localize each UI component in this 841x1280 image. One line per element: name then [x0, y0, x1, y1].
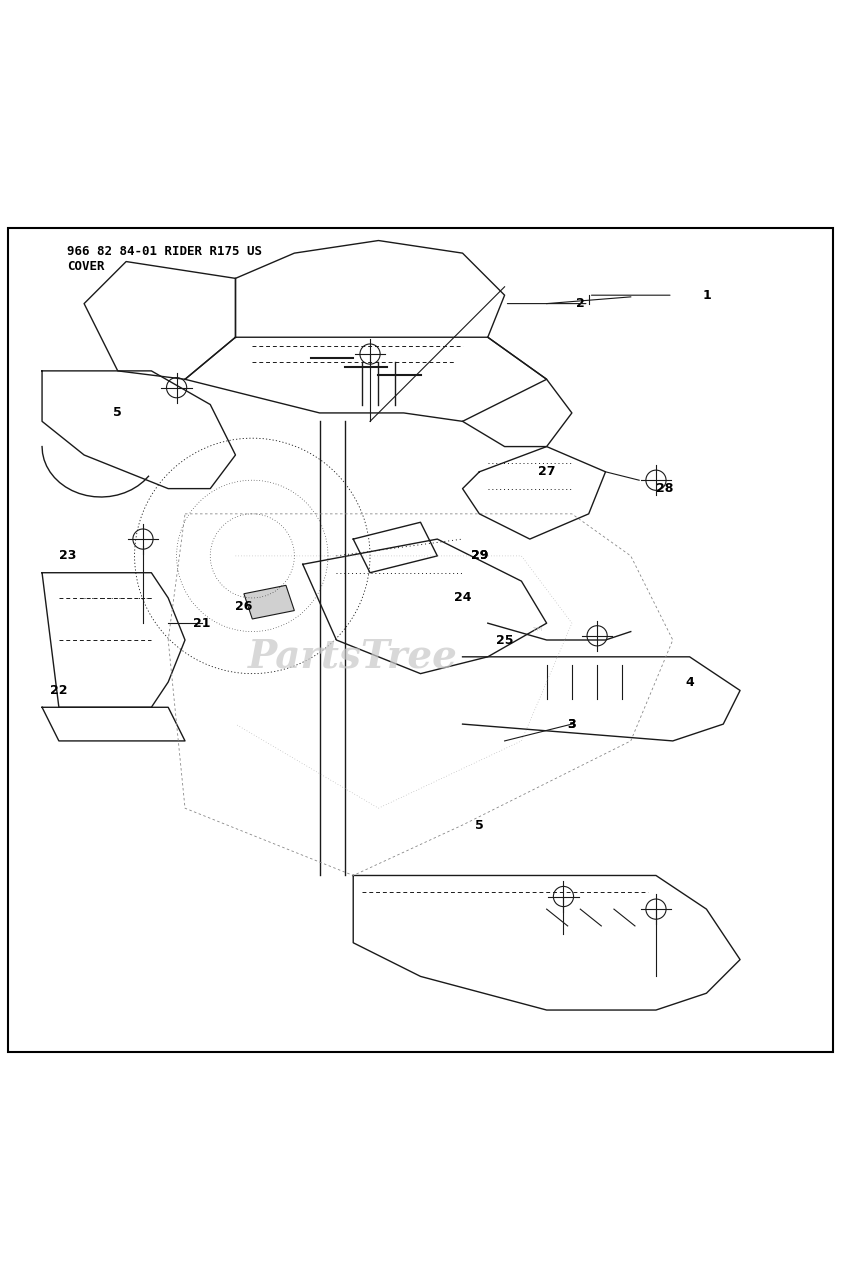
Text: 25: 25 [496, 634, 513, 646]
Text: 24: 24 [454, 591, 471, 604]
Text: 29: 29 [471, 549, 488, 562]
Text: 29: 29 [471, 549, 488, 562]
Text: 966 82 84-01 RIDER R175 US
COVER: 966 82 84-01 RIDER R175 US COVER [67, 244, 262, 273]
Text: PartsTree: PartsTree [248, 637, 458, 676]
Text: 5: 5 [114, 407, 122, 420]
Text: 3: 3 [568, 718, 576, 731]
Text: 22: 22 [50, 684, 67, 696]
Text: 1: 1 [702, 289, 711, 302]
Polygon shape [244, 585, 294, 620]
Text: 5: 5 [475, 818, 484, 832]
Text: 3: 3 [568, 718, 576, 731]
Text: 4: 4 [685, 676, 694, 689]
Text: 27: 27 [538, 466, 555, 479]
Text: 21: 21 [193, 617, 210, 630]
Text: 28: 28 [656, 483, 673, 495]
Text: 2: 2 [576, 297, 584, 310]
Text: 26: 26 [235, 600, 252, 613]
Text: 23: 23 [59, 549, 76, 562]
Text: ™: ™ [532, 625, 545, 639]
